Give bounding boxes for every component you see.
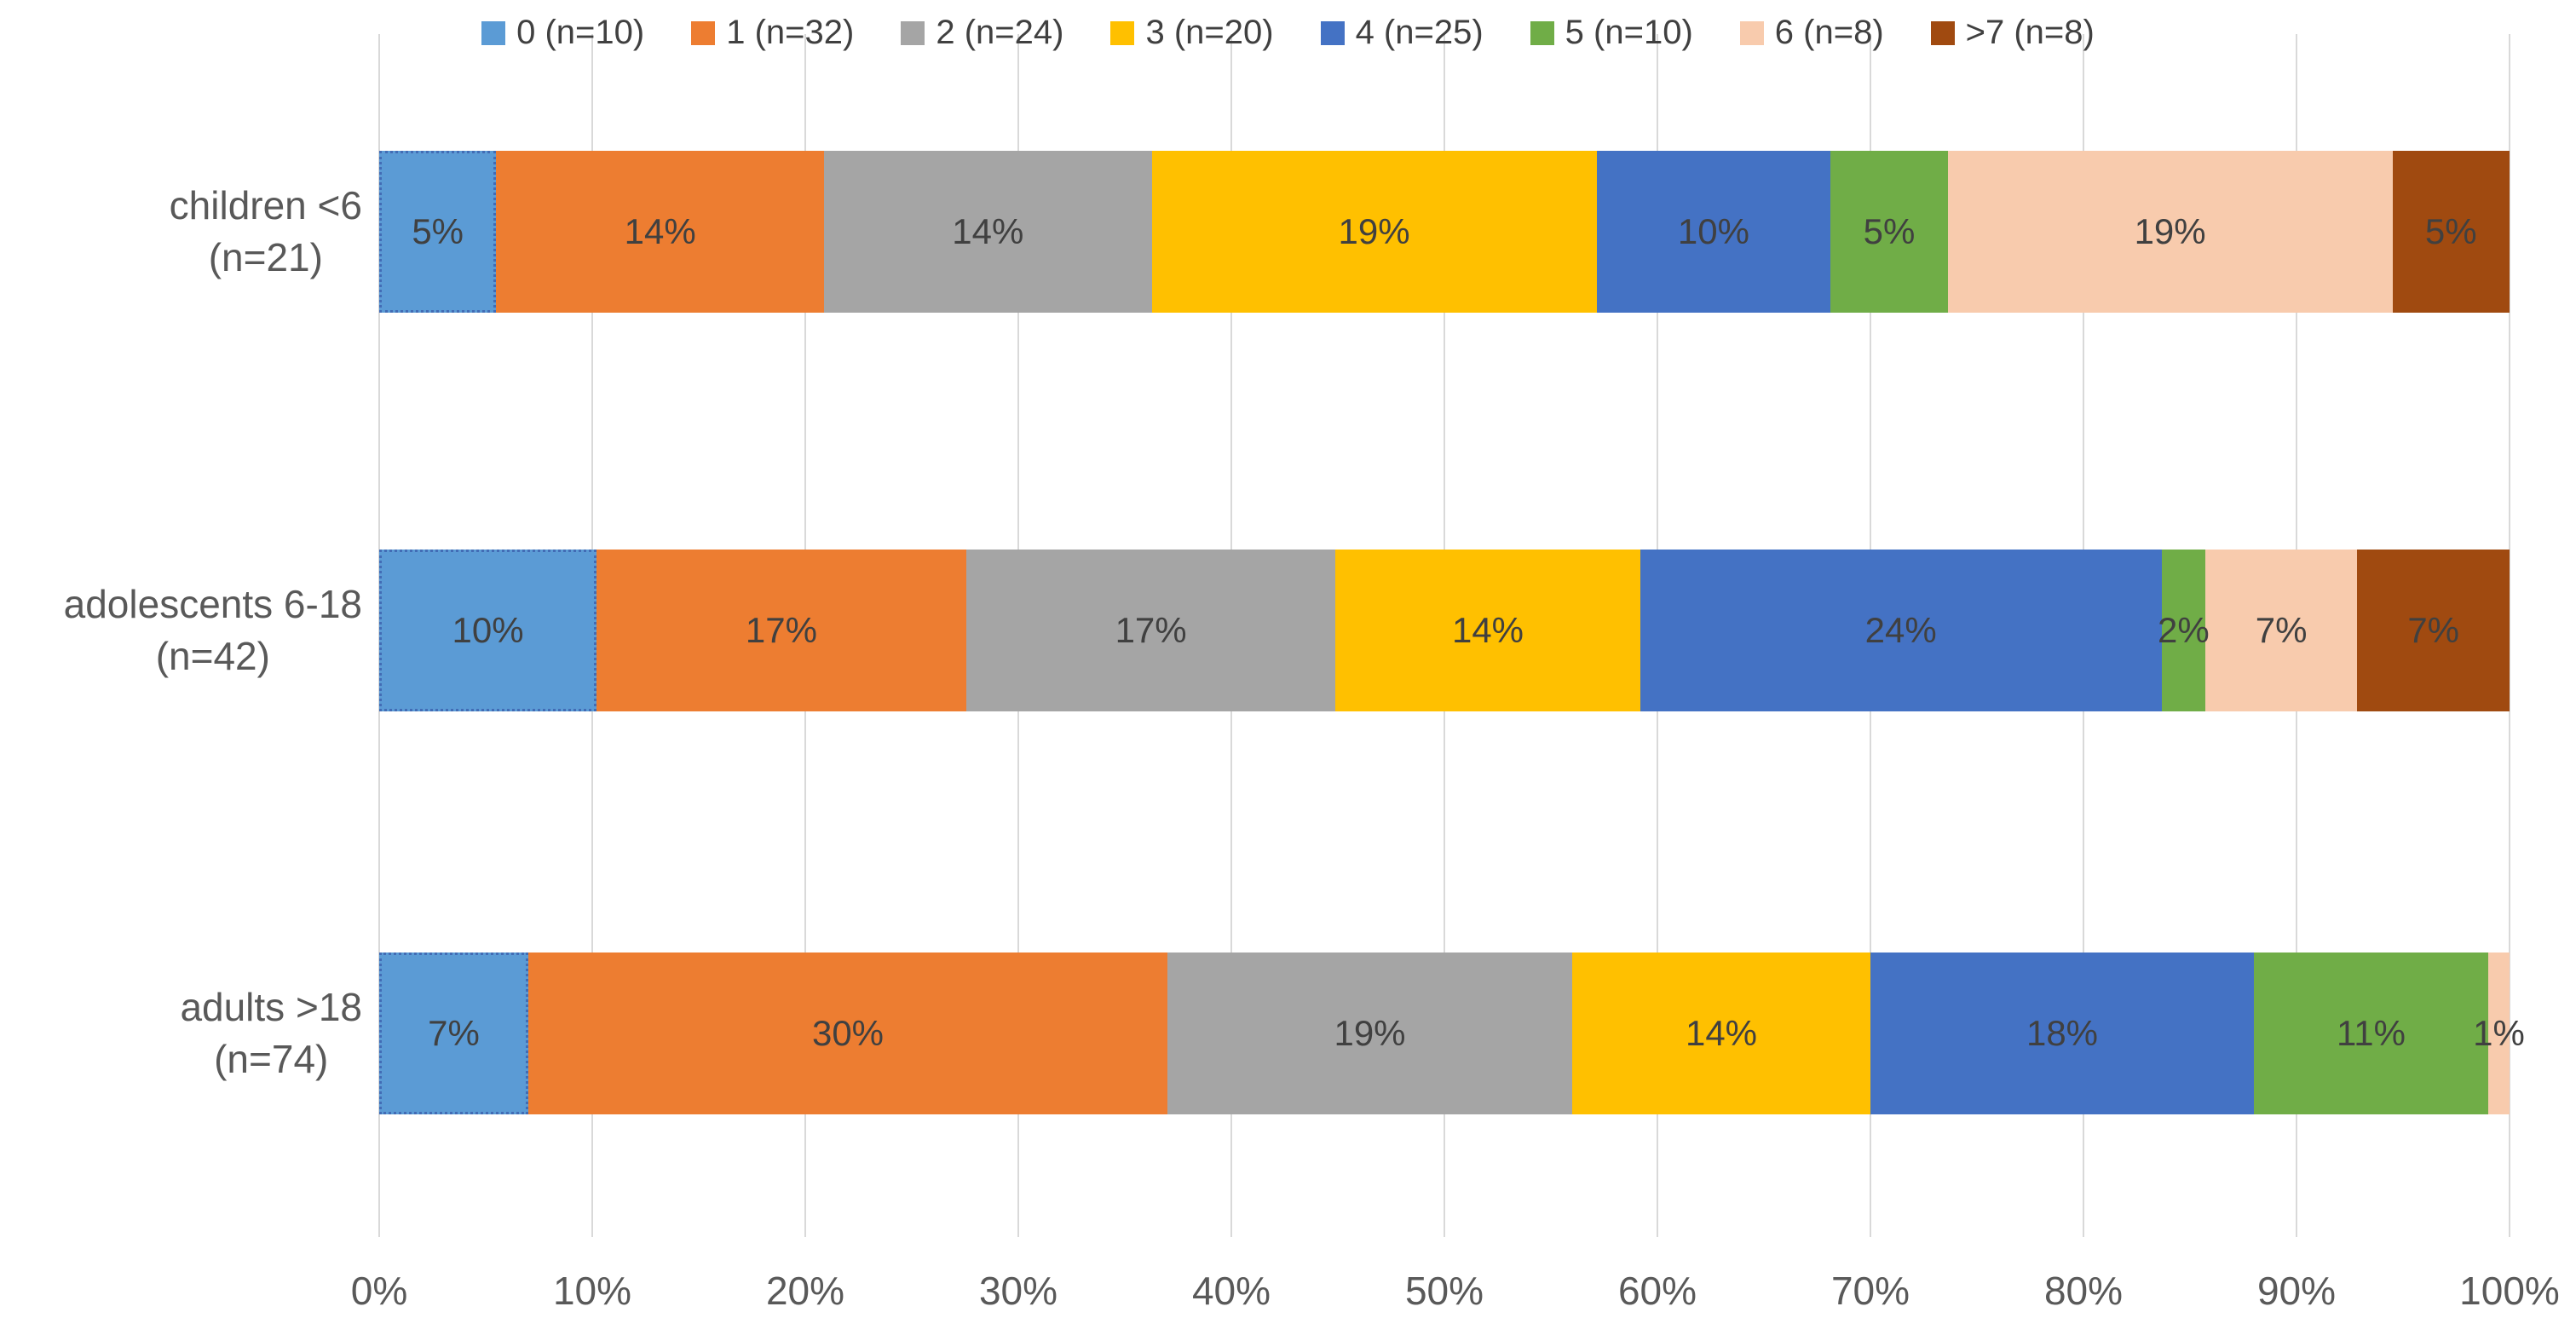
legend-item[interactable]: 6 (n=8) — [1739, 14, 1884, 52]
bar-segment-series-1[interactable]: 30% — [528, 953, 1167, 1114]
bar-segment-series-5[interactable]: 2% — [2158, 550, 2210, 711]
bar-row: 7% 30% 19% 14% 18% 11% 1% — [379, 953, 2525, 1114]
data-label: 18% — [2026, 1013, 2099, 1053]
x-tick-label: 30% — [978, 1269, 1058, 1313]
data-label: 2% — [2157, 610, 2210, 650]
bar-segment-series-7[interactable]: 7% — [2357, 550, 2510, 711]
data-label: 30% — [811, 1013, 885, 1053]
legend-item[interactable]: >7 (n=8) — [1930, 14, 2095, 52]
bar-segment-series-4[interactable]: 10% — [1596, 151, 1831, 313]
bar-segment-series-5[interactable]: 11% — [2254, 953, 2488, 1114]
bar-segment-series-4[interactable]: 24% — [1640, 550, 2162, 711]
legend-swatch-icon — [691, 20, 716, 45]
bar-segment-series-4[interactable]: 18% — [1870, 953, 2254, 1114]
legend-label: 1 (n=32) — [726, 14, 855, 51]
data-label: 14% — [1685, 1013, 1758, 1053]
legend-label: 0 (n=10) — [516, 14, 645, 51]
data-label: 5% — [2424, 211, 2477, 251]
bar-segment-series-6[interactable]: 1% — [2473, 953, 2525, 1114]
category-label-line2: (n=21) — [208, 235, 323, 279]
data-label: 24% — [1864, 610, 1937, 650]
category-label-line2: (n=74) — [214, 1037, 329, 1081]
legend-swatch-icon — [901, 20, 925, 45]
bar-row: 10% 17% 17% 14% 24% 2% 7% 7% — [379, 550, 2510, 711]
x-tick-label: 20% — [765, 1269, 845, 1313]
bar-segment-series-2[interactable]: 17% — [965, 550, 1336, 711]
x-tick-label: 0% — [350, 1269, 408, 1313]
category-label-line2: (n=42) — [155, 634, 270, 678]
data-label: 7% — [2255, 610, 2308, 650]
bar-segment-series-6[interactable]: 7% — [2204, 550, 2358, 711]
legend-item[interactable]: 5 (n=10) — [1530, 14, 1693, 52]
x-tick-label: 100% — [2459, 1269, 2560, 1313]
legend-label: 5 (n=10) — [1565, 14, 1693, 51]
data-label: 14% — [624, 211, 696, 251]
legend-item[interactable]: 1 (n=32) — [691, 14, 854, 52]
bar-segment-series-0[interactable]: 7% — [379, 953, 528, 1114]
legend-swatch-icon — [1320, 20, 1345, 45]
legend-item[interactable]: 4 (n=25) — [1320, 14, 1484, 52]
category-label-line1: adults >18 — [180, 985, 362, 1030]
data-label: 10% — [1677, 211, 1749, 251]
x-tick-label: 90% — [2256, 1269, 2337, 1313]
bar-segment-series-1[interactable]: 17% — [596, 550, 966, 711]
legend-label: >7 (n=8) — [1965, 14, 2095, 51]
data-label: 17% — [745, 610, 817, 650]
category-label: adults >18 (n=74) — [0, 918, 362, 1148]
data-label: 14% — [1451, 610, 1524, 650]
legend-swatch-icon — [1530, 20, 1554, 45]
bar-segment-series-3[interactable]: 14% — [1572, 953, 1870, 1114]
data-label: 19% — [2134, 211, 2206, 251]
data-label: 7% — [2407, 610, 2460, 650]
x-tick-label: 70% — [1830, 1269, 1910, 1313]
data-label: 17% — [1115, 610, 1187, 650]
legend-label: 4 (n=25) — [1355, 14, 1484, 51]
legend-swatch-icon — [481, 20, 506, 45]
category-label-line1: adolescents 6-18 — [63, 582, 362, 627]
x-tick-label: 50% — [1404, 1269, 1484, 1313]
bar-segment-series-6[interactable]: 19% — [1947, 151, 2393, 313]
bar-segment-series-1[interactable]: 14% — [496, 151, 824, 313]
legend-swatch-icon — [1110, 20, 1135, 45]
data-label: 11% — [2337, 1013, 2406, 1053]
data-label: 19% — [1334, 1013, 1406, 1053]
data-label: 14% — [952, 211, 1024, 251]
bar-segment-series-5[interactable]: 5% — [1830, 151, 1948, 313]
legend-label: 6 (n=8) — [1774, 14, 1884, 51]
x-tick-label: 60% — [1617, 1269, 1697, 1313]
bar-segment-series-3[interactable]: 19% — [1151, 151, 1597, 313]
data-label: 10% — [452, 610, 524, 650]
legend-label: 3 (n=20) — [1145, 14, 1274, 51]
data-label: 5% — [412, 211, 464, 251]
legend-item[interactable]: 0 (n=10) — [481, 14, 644, 52]
category-label: children <6 (n=21) — [0, 117, 362, 347]
x-tick-label: 80% — [2043, 1269, 2124, 1313]
bar-segment-series-2[interactable]: 19% — [1167, 953, 1572, 1114]
bar-segment-series-3[interactable]: 14% — [1335, 550, 1640, 711]
legend-label: 2 (n=24) — [936, 14, 1064, 51]
legend-item[interactable]: 3 (n=20) — [1110, 14, 1274, 52]
category-label: adolescents 6-18 (n=42) — [0, 515, 362, 745]
legend-item[interactable]: 2 (n=24) — [901, 14, 1063, 52]
legend-swatch-icon — [1930, 20, 1955, 45]
bar-segment-series-7[interactable]: 5% — [2392, 151, 2510, 313]
data-label: 19% — [1338, 211, 1410, 251]
bar-segment-series-2[interactable]: 14% — [823, 151, 1152, 313]
bar-segment-series-0[interactable]: 10% — [379, 550, 597, 711]
grid-line — [2509, 34, 2510, 1237]
data-label: 5% — [1863, 211, 1916, 251]
x-tick-label: 40% — [1191, 1269, 1271, 1313]
data-label: 7% — [428, 1013, 480, 1053]
bar-row: 5% 14% 14% 19% 10% 5% 19% 5% — [379, 151, 2510, 313]
data-label: 1% — [2473, 1013, 2525, 1053]
category-label-line1: children <6 — [169, 183, 362, 228]
bar-segment-series-0[interactable]: 5% — [379, 151, 497, 313]
x-tick-label: 10% — [552, 1269, 632, 1313]
legend-swatch-icon — [1739, 20, 1764, 45]
chart-legend: 0 (n=10) 1 (n=32) 2 (n=24) 3 (n=20) 4 (n=25)… — [0, 14, 2576, 52]
